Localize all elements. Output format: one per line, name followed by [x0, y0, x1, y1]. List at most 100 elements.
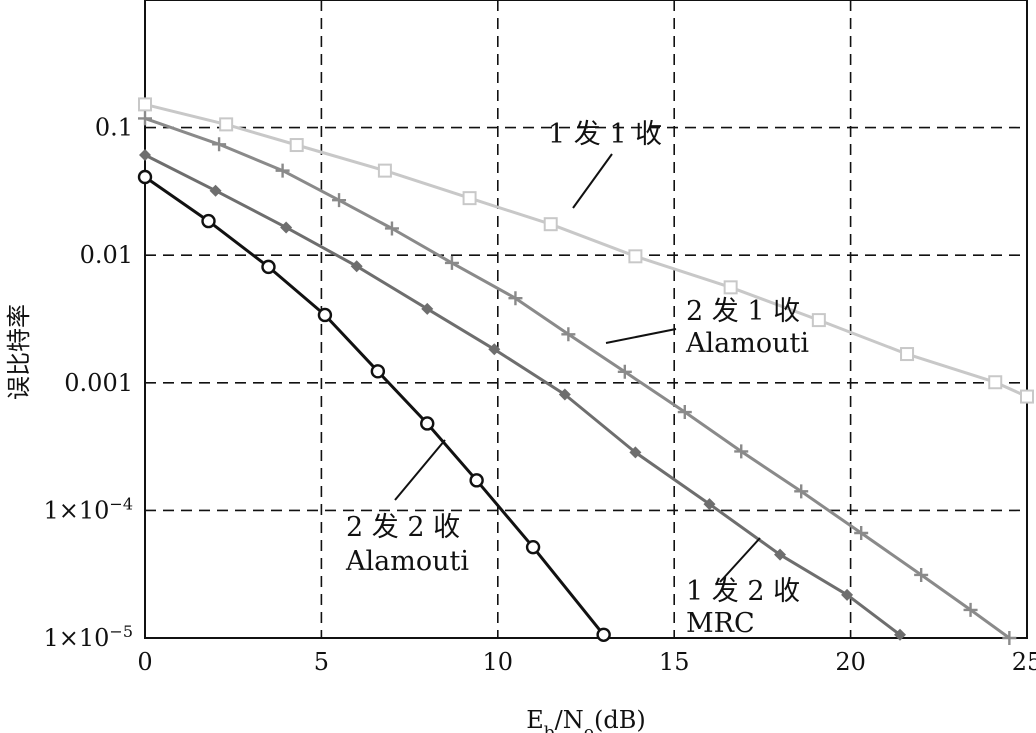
- data-point: [219, 117, 234, 132]
- x-tick-label: 0: [137, 648, 152, 676]
- data-point: [137, 169, 153, 185]
- data-point: [508, 291, 523, 306]
- y-tick-label-base: 0.001: [64, 369, 133, 397]
- data-point: [377, 163, 392, 178]
- data-point: [525, 539, 541, 555]
- data-point: [275, 163, 290, 178]
- annotation-text: 1 发 2 收: [686, 576, 800, 607]
- x-tick-label: 20: [835, 648, 866, 676]
- series-layer: [137, 97, 1034, 645]
- data-point: [963, 602, 978, 617]
- data-point: [332, 193, 347, 208]
- data-point: [617, 364, 632, 379]
- y-tick-label-base: 0.01: [80, 241, 133, 269]
- data-point: [841, 588, 854, 601]
- annotation-text: MRC: [686, 608, 755, 639]
- data-point: [1002, 631, 1017, 645]
- data-point: [469, 473, 484, 488]
- y-tick-label: 1×10−4: [43, 494, 133, 525]
- data-point: [420, 416, 435, 431]
- data-point: [543, 217, 558, 232]
- data-point: [794, 484, 809, 499]
- annotation-text: 1 发 1 收: [548, 119, 662, 150]
- series-3: [139, 148, 906, 641]
- data-point: [462, 191, 477, 206]
- annotation-leader: [572, 153, 613, 209]
- y-tick-label-base: 1×10: [43, 624, 109, 652]
- data-point: [558, 388, 571, 401]
- data-point: [421, 302, 434, 315]
- x-axis-title-o-subscript: o: [584, 723, 594, 733]
- x-axis-title: Eb/No(dB): [526, 706, 646, 733]
- data-point: [988, 375, 1003, 390]
- data-point: [629, 446, 642, 459]
- data-point: [261, 259, 276, 275]
- data-point: [384, 221, 399, 236]
- data-point: [350, 260, 363, 273]
- data-point: [811, 313, 826, 328]
- data-point: [488, 343, 501, 356]
- x-tick-label: 10: [483, 648, 514, 676]
- x-tick-label: 25: [1012, 648, 1036, 676]
- data-point: [734, 444, 749, 459]
- data-point: [900, 347, 915, 362]
- y-axis-title: 误比特率: [5, 304, 33, 400]
- y-tick-label-base: 1×10: [43, 496, 109, 524]
- data-point: [596, 627, 611, 642]
- data-point: [370, 364, 386, 379]
- annotation-text: 2 发 1 收: [686, 296, 800, 327]
- data-point: [1020, 389, 1034, 404]
- data-point: [212, 137, 227, 152]
- y-tick-label-exponent: −5: [109, 622, 133, 641]
- data-point: [209, 184, 222, 197]
- data-point: [444, 255, 459, 270]
- y-tick-label: 0.001: [64, 369, 133, 397]
- data-point: [703, 498, 716, 511]
- series-4: [137, 169, 611, 642]
- data-point: [138, 111, 152, 126]
- series-line: [144, 116, 1011, 640]
- annotation-leader: [605, 328, 677, 344]
- y-tick-label: 0.01: [80, 241, 133, 269]
- series-2: [138, 111, 1017, 645]
- y-tick-label-exponent: −4: [109, 494, 133, 513]
- series-line: [144, 102, 1028, 398]
- annotation-text: Alamouti: [345, 546, 469, 577]
- series-line: [144, 153, 901, 636]
- y-tick-label-base: 0.1: [95, 114, 133, 142]
- x-axis-title-unit: (dB): [594, 706, 646, 733]
- data-point: [774, 548, 787, 561]
- x-axis-title-slash-n: /N: [555, 706, 584, 733]
- data-point: [677, 405, 692, 420]
- data-point: [723, 280, 738, 295]
- data-point: [317, 307, 333, 323]
- data-point: [201, 213, 216, 229]
- data-point: [893, 628, 906, 641]
- data-point: [854, 526, 869, 541]
- annotation-text: 2 发 2 收: [346, 512, 460, 543]
- plot-frame: [144, 0, 1028, 639]
- data-point: [628, 249, 643, 264]
- x-tick-label: 5: [314, 648, 329, 676]
- x-tick-label: 15: [659, 648, 690, 676]
- data-point: [914, 567, 929, 582]
- x-axis-title-b-subscript: b: [544, 723, 555, 733]
- grid-lines: [145, 0, 1027, 638]
- annotation-1: 1 发 1 收: [548, 119, 662, 209]
- annotation-text: Alamouti: [685, 328, 809, 359]
- data-point: [289, 138, 304, 153]
- data-point: [139, 148, 151, 161]
- data-point: [561, 327, 576, 342]
- y-tick-label: 0.1: [95, 114, 133, 142]
- data-point: [138, 97, 152, 112]
- y-tick-label: 1×10−5: [43, 622, 133, 653]
- data-point: [280, 221, 293, 234]
- annotation-leader: [719, 537, 761, 583]
- annotation-leader: [394, 439, 446, 501]
